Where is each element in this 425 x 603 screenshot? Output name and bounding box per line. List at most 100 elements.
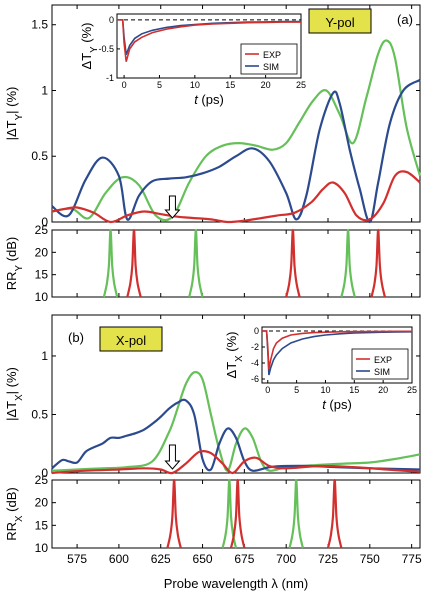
rrx-peak-green <box>288 478 304 549</box>
inset-x-label: t (ps) <box>194 92 224 107</box>
inset-y-tick-label: -2 <box>251 342 259 352</box>
panel-b-arrow <box>164 444 181 470</box>
inset-exp-line <box>262 330 412 370</box>
panel-a-series-red <box>51 170 421 224</box>
panel-rrx-y-ticks: 10 15 20 25 <box>35 473 420 555</box>
inset-x-tick-label: 15 <box>349 385 359 395</box>
y-tick-label: 15 <box>35 518 49 532</box>
inset-y-tick-label: -0.5 <box>98 44 114 54</box>
panel-rrx-x-ticks: 575 600 625 650 675 700 725 750 775 <box>67 480 422 566</box>
inset-y-tick-label: 0 <box>109 15 114 25</box>
rrx-peak-red <box>326 478 343 549</box>
rry-peak-green <box>188 228 204 298</box>
x-tick-label: 650 <box>193 552 213 566</box>
panel-b-badge: X-pol <box>99 326 163 352</box>
y-tick-label: 15 <box>35 268 49 282</box>
y-tick-label: 25 <box>35 223 49 237</box>
panel-rry-frame <box>51 229 421 298</box>
inset-x-tick-label: 20 <box>378 385 388 395</box>
panel-a-series-blue <box>51 79 421 224</box>
rrx-peak-red <box>229 478 246 549</box>
legend-sim-label: SIM <box>263 62 279 72</box>
y-tick-label: 10 <box>35 541 49 555</box>
panel-b-series-green <box>51 371 421 472</box>
inset-x-tick-label: 0 <box>122 80 127 90</box>
panel-a-badge-text: Y-pol <box>325 15 354 30</box>
rrx-peak-red <box>166 478 182 549</box>
panel-a-series-green <box>51 39 422 222</box>
inset-sim-line <box>262 330 413 376</box>
inset-y-label-text: ΔTX (%) <box>224 332 245 379</box>
y-tick-label: 1 <box>41 83 48 97</box>
x-tick-label: 575 <box>67 552 87 566</box>
y-tick-label: 25 <box>35 473 49 487</box>
x-tick-label: 750 <box>360 552 380 566</box>
panel-a-badge: Y-pol <box>308 8 372 34</box>
y-tick-label: 0 <box>41 466 48 480</box>
panel-rry-y-label: RRY (dB) <box>4 237 25 290</box>
y-tick-label: 1 <box>41 349 48 363</box>
inset-y-tick-label: -4 <box>251 358 259 368</box>
inset-x-tick-label: 5 <box>157 80 162 90</box>
panel-a-label: (a) <box>397 12 413 27</box>
inset-x-tick-label: 10 <box>190 80 200 90</box>
x-tick-label: 675 <box>234 552 254 566</box>
panel-b-inset: 0 5 10 15 20 25 0 -2 -4 -6 EXP SIM t (ps) ΔTX (%) <box>224 326 417 412</box>
panel-b-badge-box <box>99 326 163 352</box>
panel-a-inset: 0 5 10 15 20 25 0 -0.5 -1 EXP SIM t (ps) ΔTY (%) <box>79 13 306 107</box>
panel-a-x-ticks <box>76 5 413 222</box>
inset-exp-line <box>117 18 301 62</box>
x-tick-label: 600 <box>109 552 129 566</box>
panel-a-y-ticks: 0 0.5 1 1.5 <box>31 18 420 229</box>
panel-a-arrow <box>164 195 181 219</box>
rry-peak-green <box>102 228 119 298</box>
inset-x-tick-label: 25 <box>407 385 417 395</box>
rry-peak-red <box>126 228 142 298</box>
inset-x-tick-label: 10 <box>320 385 330 395</box>
rry-peak-red <box>285 228 301 298</box>
inset-y-label: ΔTX (%) <box>224 332 245 379</box>
inset-y-label: ΔTY (%) <box>79 23 100 70</box>
panel-b-y-label-text: |ΔTX| (%) <box>4 367 25 421</box>
panel-rry-y-ticks: 10 15 20 25 <box>35 223 420 304</box>
inset-x-tick-label: 0 <box>265 385 270 395</box>
panel-a-badge-box <box>308 8 372 34</box>
inset-y-tick-label: -1 <box>106 73 114 83</box>
panel-b-series-red <box>51 449 421 475</box>
panel-a-y-label-text: |ΔTY| (%) <box>4 87 25 141</box>
inset-y-label-text: ΔTY (%) <box>79 23 100 70</box>
panel-b-label: (b) <box>68 330 84 345</box>
rry-peak-red <box>370 228 386 298</box>
y-tick-label: 10 <box>35 290 49 304</box>
panel-rrx-y-label: RRX (dB) <box>4 487 25 540</box>
y-tick-label: 20 <box>35 245 49 259</box>
legend-exp-label: EXP <box>374 355 392 365</box>
panel-rrx-y-label-text: RRX (dB) <box>4 487 25 540</box>
legend-sim-label: SIM <box>374 367 390 377</box>
inset-x-tick-label: 5 <box>294 385 299 395</box>
legend-exp-label: EXP <box>263 50 281 60</box>
panel-b-frame <box>51 314 421 474</box>
panel-b-badge-text: X-pol <box>116 333 146 348</box>
inset-x-tick-label: 25 <box>296 80 306 90</box>
y-tick-label: 0.5 <box>31 407 48 421</box>
inset-x-label: t (ps) <box>322 397 352 412</box>
inset-y-tick-label: -6 <box>251 374 259 384</box>
inset-legend <box>351 348 409 380</box>
y-tick-label: 1.5 <box>31 18 48 32</box>
x-tick-label: 625 <box>151 552 171 566</box>
inset-y-tick-label: 0 <box>254 326 259 336</box>
inset-x-tick-label: 15 <box>225 80 235 90</box>
panel-rry-x-ticks <box>76 230 413 297</box>
y-tick-label: 0.5 <box>31 149 48 163</box>
x-tick-label: 775 <box>402 552 422 566</box>
inset-legend <box>240 43 298 75</box>
y-tick-label: 20 <box>35 496 49 510</box>
x-tick-label: 725 <box>318 552 338 566</box>
panel-b-series-blue <box>51 398 421 472</box>
panel-a-y-label: |ΔTY| (%) <box>4 87 25 141</box>
y-tick-label: 0 <box>41 215 48 229</box>
x-axis-label: Probe wavelength λ (nm) <box>164 576 309 591</box>
